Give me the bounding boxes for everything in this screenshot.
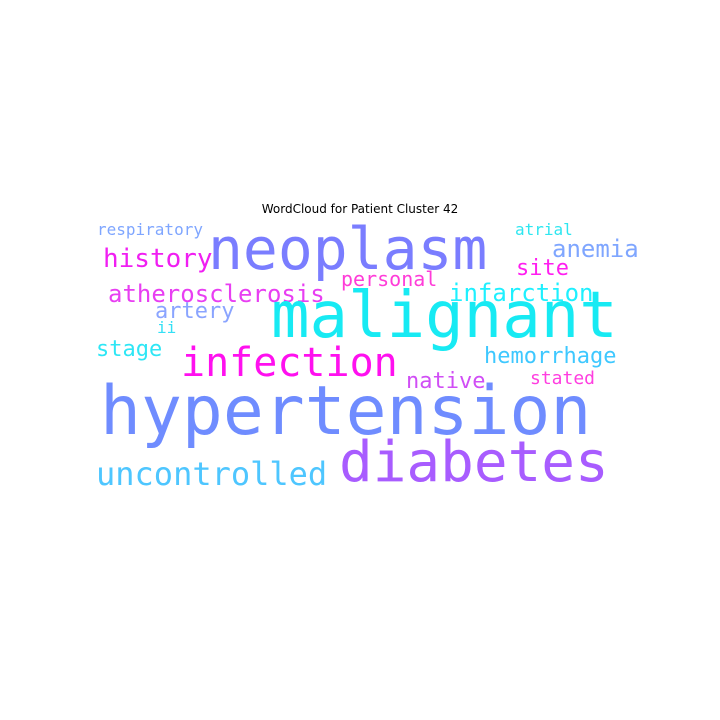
word-infection: infection [181,340,398,386]
word-diabetes: diabetes [339,430,609,495]
word-atrial: atrial [515,220,573,239]
word-site: site [516,256,569,281]
word-atherosclerosis: atherosclerosis [108,280,325,308]
word-personal: personal [341,267,438,291]
word-stage: stage [96,337,163,362]
chart-title: WordCloud for Patient Cluster 42 [261,202,459,216]
word-hypertension: hypertension [100,372,592,451]
word-native: native [406,369,486,394]
word-stated: stated [530,368,596,389]
word-artery: artery [155,299,235,324]
word-uncontrolled: uncontrolled [96,455,328,493]
word-malignant: malignant [271,279,618,353]
word-ii: ii [157,318,177,337]
word-hemorrhage: hemorrhage [484,344,617,369]
word-respiratory: respiratory [97,220,203,239]
word-anemia: anemia [552,235,639,263]
word-infarction: infarction [449,279,594,307]
word-history: history [103,244,213,274]
word-neoplasm: neoplasm [208,215,488,283]
